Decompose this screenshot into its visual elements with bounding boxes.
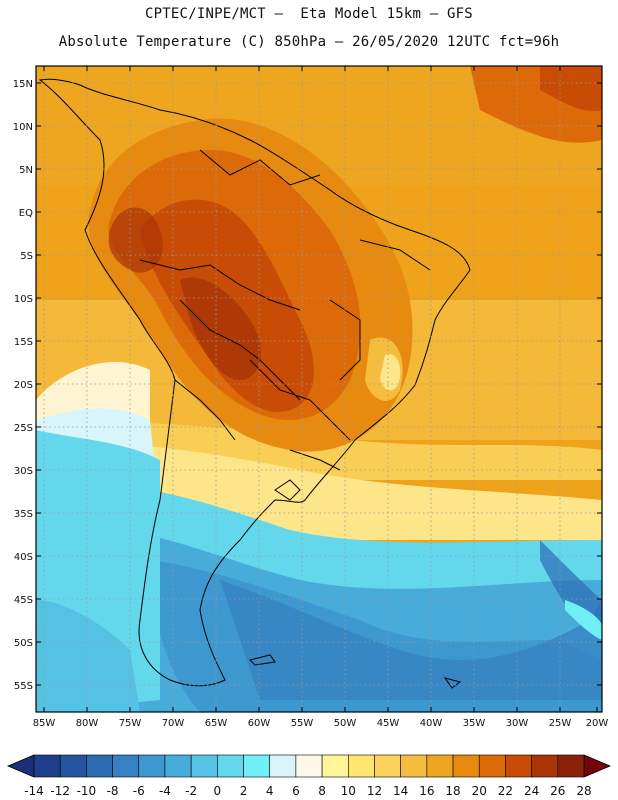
colorbar: -14 -12 -10 -8 -6 -4 -2 0 2 4 6 8 10 12 14 16 18 20 22 24 26… (6, 754, 612, 798)
colorbar-cell (59, 754, 87, 778)
lat-label: 10N (13, 122, 33, 133)
lon-axis: 85W 80W 75W 70W 65W 60W 55W 50W 45W 40W … (33, 66, 609, 729)
plot-frame (35, 65, 603, 713)
colorbar-cell (452, 754, 480, 778)
colorbar-cell (190, 754, 218, 778)
colorbar-cell (478, 754, 506, 778)
colorbar-cell (557, 754, 585, 778)
lon-label: 35W (463, 718, 486, 729)
colorbar-cell (400, 754, 428, 778)
colorbar-over-arrow (583, 754, 612, 778)
colorbar-label: 26 (550, 784, 565, 798)
colorbar-label: -2 (185, 784, 197, 798)
colorbar-label: -4 (159, 784, 171, 798)
colorbar-cell (426, 754, 454, 778)
colorbar-label: 20 (472, 784, 487, 798)
lon-label: 65W (205, 718, 228, 729)
lon-label: 20W (586, 718, 609, 729)
colorbar-label: 28 (576, 784, 591, 798)
colorbar-label: 14 (393, 784, 408, 798)
lat-label: 10S (14, 294, 33, 305)
colorbar-cell (243, 754, 271, 778)
lon-label: 30W (506, 718, 529, 729)
lat-label: 5N (19, 165, 33, 176)
lon-label: 60W (248, 718, 271, 729)
lat-label: 35S (14, 509, 33, 520)
colorbar-label: -10 (77, 784, 97, 798)
colorbar-cell (164, 754, 192, 778)
colorbar-cell (138, 754, 166, 778)
colorbar-cell (505, 754, 532, 778)
colorbar-label: -14 (24, 784, 44, 798)
lat-label: 45S (14, 595, 33, 606)
lon-label: 25W (549, 718, 572, 729)
colorbar-label: 12 (367, 784, 382, 798)
colorbar-cell (374, 754, 401, 778)
colorbar-cell (347, 754, 375, 778)
colorbar-label: -6 (133, 784, 145, 798)
colorbar-cell (269, 754, 297, 778)
colorbar-label: 4 (266, 784, 274, 798)
title-line-1: CPTEC/INPE/MCT – Eta Model 15km – GFS (145, 6, 473, 22)
colorbar-cell (531, 754, 559, 778)
colorbar-label: 10 (341, 784, 356, 798)
lat-label: 20S (14, 380, 33, 391)
colorbar-under-arrow (6, 754, 35, 778)
lat-label: 55S (14, 681, 33, 692)
lat-label: 30S (14, 466, 33, 477)
colorbar-cell (112, 754, 140, 778)
lat-label: 25S (14, 423, 33, 434)
lon-label: 80W (76, 718, 99, 729)
lon-label: 40W (420, 718, 443, 729)
lon-label: 50W (334, 718, 357, 729)
lat-label: 40S (14, 552, 33, 563)
colorbar-label: 18 (445, 784, 460, 798)
coastline-borders (38, 78, 471, 689)
lat-label: 15S (14, 337, 33, 348)
colorbar-cell (217, 754, 244, 778)
lon-label: 45W (377, 718, 400, 729)
colorbar-cell (321, 754, 349, 778)
lat-label: 50S (14, 638, 33, 649)
colorbar-label: 16 (419, 784, 434, 798)
colorbar-label: 0 (214, 784, 222, 798)
colorbar-label: 6 (292, 784, 300, 798)
lon-label: 55W (291, 718, 314, 729)
lon-label: 70W (162, 718, 185, 729)
colorbar-label: -12 (50, 784, 70, 798)
lat-axis: 15N 10N 5N EQ 5S 10S 15S 20S 25S 30S 35S… (13, 79, 602, 692)
colorbar-cell (33, 754, 61, 778)
lat-label: 5S (20, 251, 33, 262)
colorbar-cell (86, 754, 113, 778)
colorbar-label: 24 (524, 784, 539, 798)
colorbar-label: 22 (498, 784, 513, 798)
title-line-2: Absolute Temperature (C) 850hPa – 26/05/… (58, 34, 560, 50)
colorbar-cell (295, 754, 323, 778)
lon-label: 75W (119, 718, 142, 729)
colorbar-label: 8 (318, 784, 326, 798)
lon-label: 85W (33, 718, 56, 729)
colorbar-label: -8 (107, 784, 119, 798)
lat-label: 15N (13, 79, 33, 90)
lat-label: EQ (19, 208, 33, 219)
colorbar-label: 2 (240, 784, 248, 798)
